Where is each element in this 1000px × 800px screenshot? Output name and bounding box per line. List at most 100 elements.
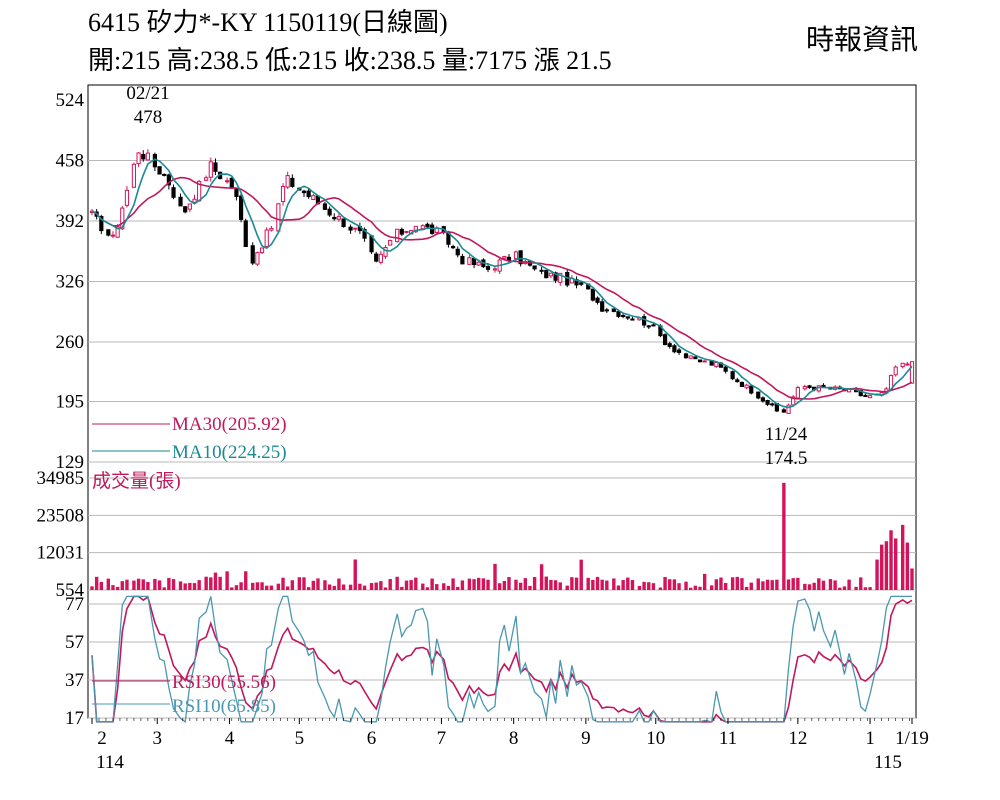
candle: [760, 396, 766, 403]
volume-bar: [281, 577, 285, 590]
price-y-tick: 458: [56, 150, 85, 171]
candle: [285, 171, 290, 189]
rsi-grid: [88, 603, 916, 719]
candle: [388, 239, 393, 246]
candle: [106, 229, 111, 237]
volume-bar: [735, 576, 739, 590]
volume-bar: [472, 579, 476, 590]
volume-panel-frame: [87, 461, 917, 591]
volume-bar: [532, 576, 537, 590]
candle: [579, 282, 584, 287]
peak-date-annotation: 02/21: [126, 83, 169, 104]
volume-bar: [111, 585, 115, 590]
volume-bar: [714, 579, 719, 590]
candle: [311, 193, 316, 200]
volume-y-tick: 34985: [37, 468, 85, 489]
volume-bar: [421, 583, 425, 590]
volume-y-tick: 554: [56, 580, 85, 601]
volume-bar: [807, 584, 812, 590]
candle: [905, 361, 910, 366]
volume-bar: [591, 579, 595, 590]
candle: [672, 344, 677, 354]
volume-bar: [132, 580, 136, 590]
volume-bar: [859, 577, 863, 590]
volume-bar: [302, 577, 306, 590]
volume-bar: [749, 582, 753, 590]
rsi-y-tick: 77: [65, 594, 84, 615]
candle: [770, 402, 775, 407]
volume-bar: [812, 582, 816, 590]
price-y-tick: 326: [56, 271, 85, 292]
volume-bar: [677, 583, 681, 590]
volume-bar: [225, 571, 229, 590]
volume-bar: [269, 585, 274, 590]
volume-bar: [893, 538, 898, 590]
volume-bar: [481, 578, 486, 590]
candle: [204, 175, 209, 182]
candle: [749, 384, 754, 395]
candle: [374, 251, 379, 263]
volume-bar: [544, 576, 548, 590]
ma30-legend-label: MA30(205.92): [172, 414, 287, 435]
candle: [460, 253, 465, 265]
volume-bar: [358, 583, 362, 590]
candle: [544, 269, 549, 279]
volume-bar: [244, 571, 248, 590]
candle: [730, 370, 735, 381]
volume-bar: [106, 578, 111, 590]
rsi-y-tick: 17: [65, 708, 84, 729]
volume-bar: [90, 586, 94, 590]
volume-bar: [528, 585, 532, 590]
volume-bar: [719, 577, 723, 590]
volume-bar: [311, 580, 316, 590]
volume-bar: [285, 586, 290, 590]
candle: [539, 266, 544, 275]
volume-bar: [348, 584, 353, 590]
candle: [341, 218, 346, 228]
volume-bar: [523, 578, 527, 590]
volume-bar: [265, 585, 269, 590]
candle: [348, 224, 353, 234]
rsi10-line: [91, 595, 912, 723]
volume-bar: [414, 577, 418, 590]
volume-bar: [744, 586, 749, 590]
candle: [208, 157, 213, 182]
candle: [900, 362, 905, 369]
candle: [625, 316, 630, 321]
volume-bar: [854, 586, 858, 590]
price-y-tick: 524: [56, 90, 85, 111]
volume-bar: [167, 577, 171, 590]
volume-bar: [379, 581, 383, 590]
price-panel-frame: [87, 84, 917, 463]
candle: [336, 212, 342, 222]
volume-bar: [600, 579, 604, 590]
volume-bar: [213, 572, 218, 590]
candle: [290, 174, 295, 188]
candle: [243, 218, 248, 248]
volume-bar: [115, 586, 120, 590]
candle: [467, 255, 472, 265]
volume-bar: [446, 585, 451, 590]
x-tick-label: 8: [509, 728, 519, 749]
trough-date-annotation: 11/24: [765, 424, 808, 445]
candle: [600, 298, 605, 313]
volume-y-tick: 12031: [37, 543, 85, 564]
volume-bar: [251, 582, 255, 590]
candle: [786, 403, 791, 414]
volume-bar: [234, 585, 239, 590]
x-tick-label: 11: [719, 728, 737, 749]
candle: [378, 250, 383, 265]
price-y-tick: 260: [56, 332, 85, 353]
candle: [723, 365, 728, 374]
candle: [697, 359, 703, 363]
volume-bar: [884, 541, 889, 590]
volume-bar: [709, 585, 714, 590]
volume-bar: [369, 583, 374, 590]
price-y-tick: 195: [56, 392, 85, 413]
trough-value-annotation: 174.5: [765, 448, 808, 469]
candle: [502, 255, 507, 260]
candle: [250, 242, 255, 266]
volume-bar: [230, 587, 234, 590]
volume-bar: [868, 587, 872, 590]
volume-bar: [404, 580, 409, 590]
